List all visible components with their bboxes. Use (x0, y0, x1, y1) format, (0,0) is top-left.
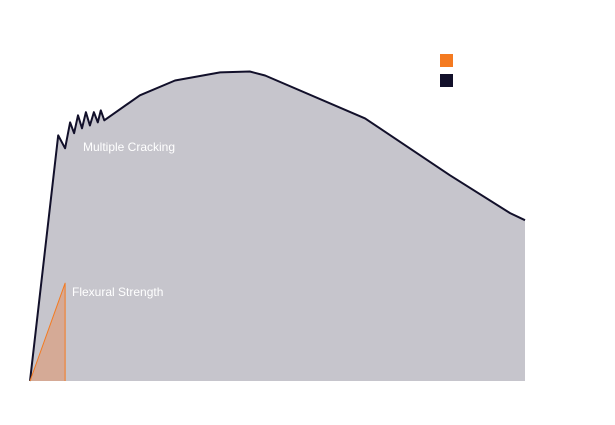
area-line (29, 70, 526, 382)
area-fill (30, 71, 525, 381)
annotation: Flexural Strength (72, 285, 163, 299)
legend-marker (440, 74, 453, 87)
area-line (29, 282, 66, 382)
annotation: Multiple Cracking (83, 140, 175, 154)
legend-marker (440, 54, 453, 67)
